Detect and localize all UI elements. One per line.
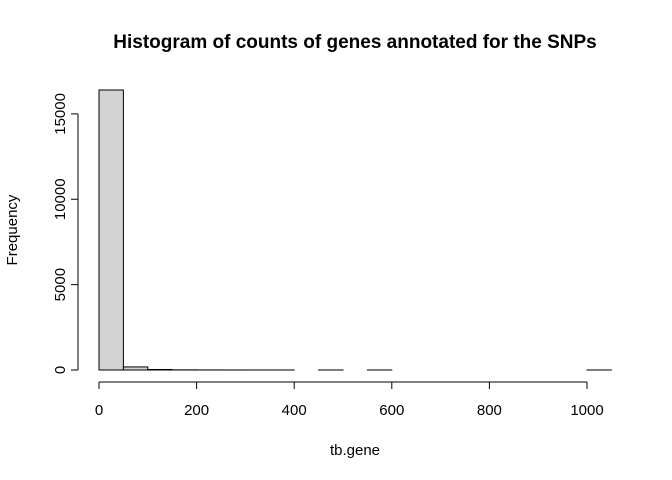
y-tick-label: 0 — [52, 366, 69, 374]
y-axis-label: Frequency — [4, 194, 21, 265]
y-axis: 0 5000 10000 15000 — [52, 93, 79, 374]
x-tick-label: 800 — [477, 402, 502, 419]
histogram-bar — [122, 366, 149, 371]
histogram-bar — [98, 89, 124, 371]
chart-title: Histogram of counts of genes annotated f… — [113, 32, 597, 53]
histogram-bar — [147, 368, 173, 371]
x-axis: 0 200 400 600 800 1000 — [95, 381, 604, 419]
x-tick-label: 600 — [379, 402, 404, 419]
y-tick-label: 5000 — [52, 268, 69, 301]
x-tick-label: 200 — [184, 402, 209, 419]
x-tick-label: 0 — [95, 402, 103, 419]
x-axis-label: tb.gene — [330, 442, 380, 459]
x-tick-label: 1000 — [570, 402, 603, 419]
x-tick-label: 400 — [282, 402, 307, 419]
bars-group — [98, 89, 612, 371]
y-tick-label: 15000 — [52, 93, 69, 135]
y-tick-label: 10000 — [52, 178, 69, 220]
